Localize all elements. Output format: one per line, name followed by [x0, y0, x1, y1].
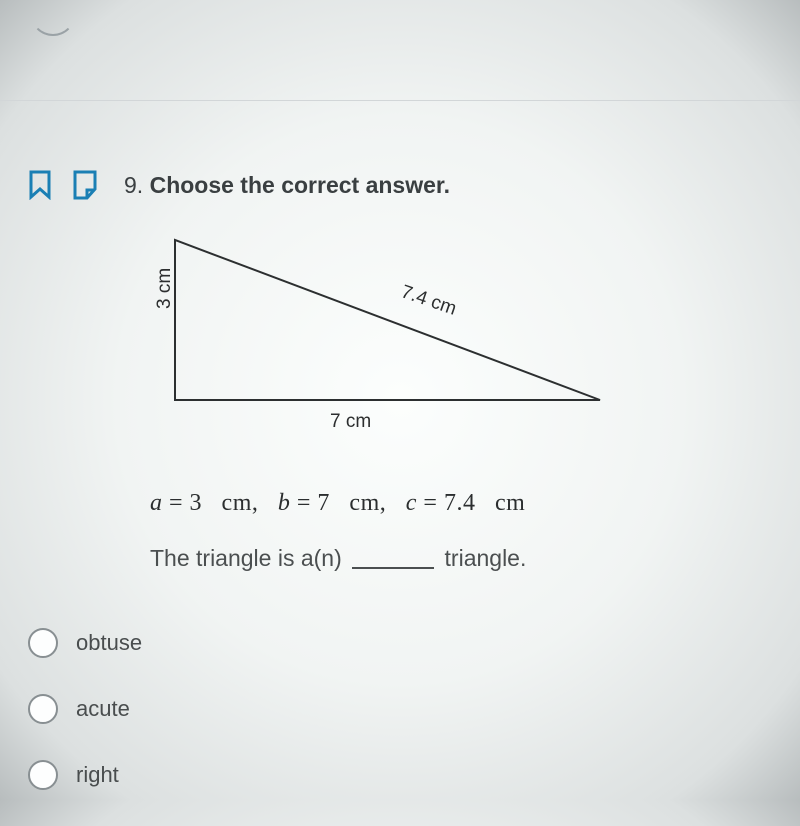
var-c: c — [406, 490, 417, 516]
note-icon[interactable] — [72, 170, 98, 200]
side-a-label: 3 cm — [154, 268, 176, 309]
option-label: obtuse — [76, 630, 142, 656]
radio-icon[interactable] — [28, 694, 58, 724]
sentence-pre: The triangle is a(n) — [150, 545, 342, 571]
given-values: a = 3 cm, b = 7 cm, c = 7.4 cm — [150, 490, 525, 517]
option-obtuse[interactable]: obtuse — [28, 628, 142, 658]
unit-c: cm — [495, 490, 525, 516]
unit-b: cm — [349, 490, 379, 516]
radio-icon[interactable] — [28, 628, 58, 658]
var-a: a — [150, 490, 163, 516]
option-label: acute — [76, 696, 130, 722]
val-a: 3 — [190, 490, 203, 516]
question-number: 9. — [124, 172, 143, 198]
blank-line — [352, 567, 434, 569]
section-divider — [0, 100, 800, 101]
triangle-figure: 3 cm 7 cm 7.4 cm — [150, 235, 650, 460]
question-title: 9. Choose the correct answer. — [124, 172, 450, 199]
option-acute[interactable]: acute — [28, 694, 142, 724]
fill-sentence: The triangle is a(n) triangle. — [150, 545, 526, 572]
answer-options: obtuse acute right — [28, 628, 142, 826]
prev-question-radio-arc — [30, 0, 76, 36]
val-c: 7.4 — [444, 490, 476, 516]
option-right[interactable]: right — [28, 760, 142, 790]
question-prompt: Choose the correct answer. — [150, 172, 450, 198]
option-label: right — [76, 762, 119, 788]
var-b: b — [278, 490, 291, 516]
sentence-post: triangle. — [445, 545, 527, 571]
question-header: 9. Choose the correct answer. — [28, 170, 450, 200]
side-b-label: 7 cm — [330, 411, 371, 433]
bookmark-icon[interactable] — [28, 170, 52, 200]
unit-a: cm — [222, 490, 252, 516]
triangle-shape — [175, 240, 600, 400]
radio-icon[interactable] — [28, 760, 58, 790]
val-b: 7 — [317, 490, 330, 516]
